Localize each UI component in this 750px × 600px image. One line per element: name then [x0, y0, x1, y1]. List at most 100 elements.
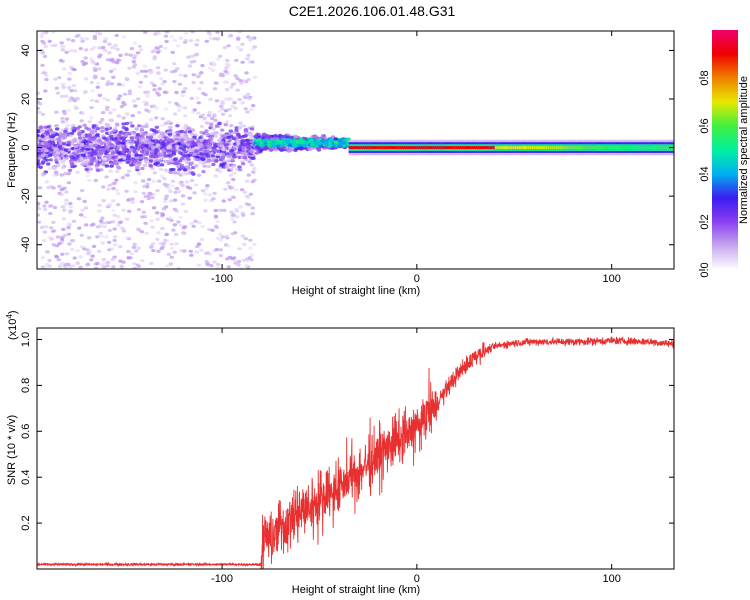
spectrogram-cell [135, 51, 141, 55]
spectrogram-cell [45, 136, 50, 140]
spectrogram-cell [152, 49, 157, 53]
spectrogram-cell [646, 146, 650, 149]
spectrogram-cell [224, 66, 229, 70]
spectrogram-cell [41, 71, 46, 75]
spectrogram-cell [172, 79, 177, 84]
spectrogram-cell [143, 194, 148, 199]
spectrogram-cell [47, 153, 53, 157]
spectrogram-cell [175, 124, 180, 128]
spectrogram-cell [195, 38, 200, 42]
spectrogram-cell [71, 239, 76, 243]
spectrogram-cell [54, 254, 59, 258]
spectrogram-cell [106, 80, 111, 84]
spectrogram-cell [158, 167, 164, 171]
spectrogram-cell [136, 163, 142, 167]
spectrogram-cell [60, 116, 65, 120]
spectrogram-cell [187, 196, 192, 200]
colorbar-gradient [712, 30, 738, 270]
spectrogram-cell [162, 80, 167, 84]
spectrogram-cell [98, 153, 103, 157]
spectrogram-cell [613, 146, 617, 149]
spectrogram-cell [100, 141, 105, 145]
spectrogram-cell [210, 154, 216, 158]
spectrogram-marks [37, 31, 674, 269]
spectrogram-cell [122, 139, 127, 143]
spectrogram-cell [120, 136, 125, 140]
spectrogram-cell [121, 260, 126, 264]
spectrogram-cell [106, 240, 112, 244]
spectrogram-cell [154, 125, 160, 129]
spectrogram-cell [144, 124, 149, 128]
spectrogram-cell [63, 172, 68, 176]
spectrogram-cell [116, 223, 121, 227]
spectrogram-cell [37, 91, 40, 95]
spectrogram-cell [172, 38, 178, 42]
spectrogram-cell [162, 177, 167, 181]
spectrogram-cell [246, 92, 251, 96]
spectrogram-cell [72, 68, 77, 72]
spectrogram-cell [247, 256, 252, 260]
spectrogram-cell [211, 156, 217, 160]
spectrogram-cell [84, 48, 89, 52]
spectrogram-cell [422, 146, 426, 149]
spectrogram-cell [220, 235, 225, 239]
spectrogram-cell [278, 140, 284, 144]
figure-title: C2E1.2026.106.01.48.G31 [289, 3, 456, 19]
spectrogram-cell [61, 142, 67, 146]
spectrogram-cell [225, 120, 230, 124]
spectrogram-cell [129, 148, 134, 152]
spectrogram-cell [337, 138, 343, 143]
spectrogram-cell [105, 82, 110, 86]
spectrogram-cell [132, 99, 137, 103]
spectrogram-cell [189, 221, 195, 226]
spectrogram-cell [79, 142, 85, 146]
spectrogram-cell [248, 238, 253, 242]
spectrogram-cell [139, 128, 145, 132]
spectrogram-cell [132, 41, 138, 45]
spectrogram-cell [183, 130, 188, 134]
spectrogram-cell [196, 263, 201, 267]
spectrogram-cell [152, 104, 157, 108]
spectrogram-cell [210, 68, 216, 72]
spectrogram-cell [47, 258, 52, 263]
spectrogram-cell [108, 142, 113, 146]
spectrogram-cell [110, 46, 115, 50]
spectrogram-cell [268, 147, 273, 151]
spectrogram-cell [202, 164, 207, 168]
spectrogram-cell [213, 81, 218, 85]
x-tick-label: 0 [414, 573, 420, 585]
spectrogram-cell [161, 241, 166, 246]
y-tick-label: -20 [20, 188, 32, 204]
spectrogram-cell [529, 146, 533, 149]
spectrogram-cell [174, 90, 179, 95]
spectrogram-cell [193, 219, 198, 223]
spectrogram-cell [557, 146, 560, 149]
spectrogram-cell [174, 242, 179, 246]
spectrogram-cell [118, 220, 124, 224]
spectrogram-cell [149, 150, 155, 154]
spectrogram-cell [95, 127, 101, 131]
spectrogram-cell [40, 134, 45, 138]
spectrogram-cell [173, 190, 178, 194]
spectrogram-cell [44, 149, 49, 153]
spectrogram-cell [50, 133, 56, 137]
spectrogram-cell [85, 174, 90, 178]
spectrogram-cell [237, 97, 242, 102]
spectrogram-cell [51, 186, 56, 190]
spectrogram-cell [214, 99, 220, 103]
spectrogram-cell [250, 206, 255, 210]
spectrogram-cell [75, 261, 80, 265]
spectrogram-cell [590, 146, 593, 149]
spectrogram-cell [142, 184, 147, 188]
spectrogram-cell [149, 144, 154, 148]
spectrogram-cell [192, 191, 197, 195]
spectrogram-cell [123, 147, 128, 151]
spectrogram-cell [61, 217, 67, 221]
spectrogram-cell [159, 163, 165, 167]
spectrogram-cell [79, 157, 84, 161]
spectrogram-cell [73, 144, 79, 149]
spectrogram-cell [241, 79, 247, 83]
spectrogram-cell [654, 146, 657, 149]
spectrogram-cell [80, 39, 85, 43]
spectrogram-cell [226, 135, 231, 139]
